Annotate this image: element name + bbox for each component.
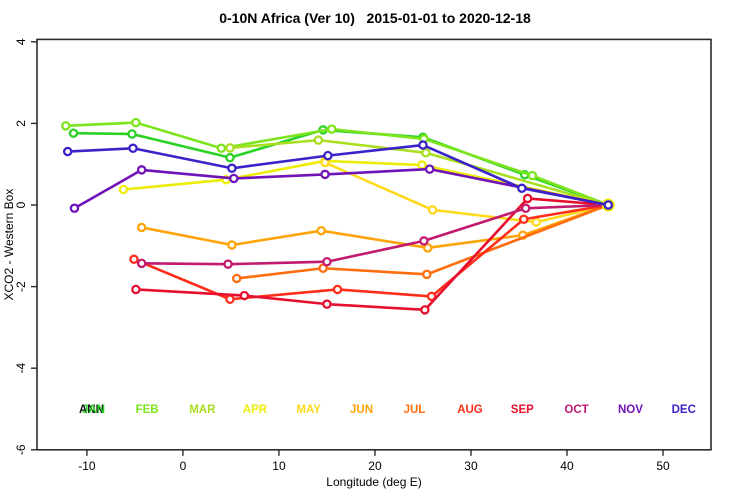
data-point-sep bbox=[239, 290, 250, 301]
data-point-nov bbox=[69, 203, 80, 214]
data-point-oct bbox=[223, 259, 233, 269]
x-tick-label: 30 bbox=[464, 459, 478, 473]
y-axis-title: XCO2 - Western Box bbox=[2, 189, 16, 301]
data-point-feb bbox=[131, 117, 141, 128]
legend-label-mar: MAR bbox=[189, 404, 216, 416]
data-point-nov bbox=[229, 173, 239, 184]
data-point-aug bbox=[129, 254, 139, 265]
data-point-may bbox=[531, 217, 542, 227]
data-point-mar bbox=[313, 135, 324, 145]
data-point-jul bbox=[318, 263, 328, 273]
data-point-sep bbox=[420, 305, 430, 315]
legend-label-jul: JUL bbox=[404, 404, 426, 416]
data-point-aug bbox=[519, 214, 529, 225]
legend-label-jun: JUN bbox=[350, 404, 373, 416]
legend-label-may: MAY bbox=[296, 404, 321, 416]
data-point-oct bbox=[419, 236, 429, 246]
data-point-jan bbox=[127, 129, 137, 139]
y-tick-label: -2 bbox=[14, 281, 28, 292]
annual-label: ANN bbox=[79, 404, 104, 416]
data-point-feb bbox=[327, 124, 337, 134]
data-point-sep bbox=[322, 299, 332, 309]
data-point-dec bbox=[517, 183, 527, 194]
x-tick-label: 0 bbox=[180, 459, 187, 473]
legend-label-sep: SEP bbox=[511, 404, 534, 416]
data-point-apr bbox=[417, 160, 427, 170]
data-point-dec bbox=[418, 140, 428, 150]
data-point-apr bbox=[118, 184, 129, 195]
data-point-feb bbox=[216, 143, 227, 154]
data-point-jan bbox=[225, 152, 235, 163]
data-point-feb bbox=[527, 170, 538, 181]
series-line-sep bbox=[134, 197, 610, 312]
legend-label-feb: FEB bbox=[136, 404, 159, 416]
series-line-jun bbox=[140, 203, 610, 250]
series-line-oct bbox=[140, 203, 610, 266]
data-point-oct bbox=[322, 256, 332, 267]
x-tick-label: 50 bbox=[656, 459, 670, 473]
data-point-may bbox=[427, 205, 438, 215]
data-point-jun bbox=[316, 225, 326, 236]
data-point-oct bbox=[136, 258, 147, 269]
y-tick-label: 0 bbox=[14, 201, 28, 208]
data-point-nov bbox=[320, 169, 330, 180]
legend-label-dec: DEC bbox=[672, 404, 696, 416]
data-point-aug bbox=[225, 294, 235, 304]
plot-frame bbox=[36, 38, 712, 451]
data-point-dec bbox=[128, 143, 138, 154]
y-tick-label: -6 bbox=[14, 444, 28, 455]
series-line-jan bbox=[72, 128, 610, 207]
x-tick-label: 20 bbox=[368, 459, 382, 473]
data-point-jul bbox=[231, 273, 242, 284]
legend-label-oct: OCT bbox=[564, 404, 588, 416]
x-tick-label: -10 bbox=[78, 459, 96, 473]
x-tick-label: 10 bbox=[272, 459, 286, 473]
legend-label-apr: APR bbox=[243, 404, 268, 416]
data-point-mar bbox=[225, 143, 235, 153]
data-point-sep bbox=[131, 284, 141, 295]
data-point-dec bbox=[323, 150, 333, 161]
data-point-dec bbox=[62, 146, 73, 157]
series-line-jul bbox=[235, 203, 610, 280]
data-point-oct bbox=[520, 203, 531, 214]
legend-label-aug: AUG bbox=[457, 404, 483, 416]
data-point-dec bbox=[227, 163, 237, 174]
y-tick-label: -4 bbox=[14, 363, 28, 374]
data-point-jun bbox=[227, 240, 237, 250]
x-axis-title: Longitude (deg E) bbox=[326, 475, 421, 489]
series-line-may bbox=[323, 161, 610, 224]
data-point-aug bbox=[426, 291, 437, 302]
series-line-mar bbox=[228, 138, 610, 207]
chart-title: 0-10N Africa (Ver 10) 2015-01-01 to 2020… bbox=[219, 10, 531, 26]
data-point-jul bbox=[422, 269, 432, 280]
data-point-jun bbox=[136, 222, 147, 233]
data-point-jun bbox=[423, 243, 433, 253]
data-point-nov bbox=[424, 164, 435, 174]
legend-label-nov: NOV bbox=[618, 404, 643, 416]
data-point-mar bbox=[421, 148, 431, 158]
y-tick-label: 4 bbox=[14, 38, 28, 45]
data-point-sep bbox=[522, 193, 533, 204]
x-tick-label: 40 bbox=[560, 459, 574, 473]
series-line-nov bbox=[73, 167, 610, 210]
data-point-aug bbox=[332, 284, 343, 295]
data-point-feb bbox=[61, 121, 71, 131]
data-point-nov bbox=[136, 165, 147, 175]
data-point-jan bbox=[68, 128, 79, 138]
series-line-feb bbox=[64, 121, 610, 207]
y-tick-label: 2 bbox=[14, 120, 28, 127]
legend-label-jan: JAN bbox=[82, 404, 105, 416]
data-point-dec bbox=[603, 200, 614, 210]
